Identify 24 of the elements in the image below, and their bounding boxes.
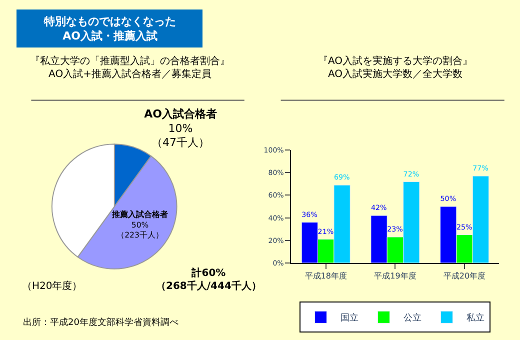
chart-subtitle: AO入試実施大学数／全大学数 xyxy=(328,68,463,80)
x-tick-label: 平成18年度 xyxy=(304,272,347,281)
legend-label: 国立 xyxy=(340,312,359,324)
legend-label: 公立 xyxy=(404,312,422,324)
data-label: 50% xyxy=(440,194,456,204)
data-label: 25% xyxy=(456,222,472,232)
chart-title: 特別なものではなくなった AO入試・推薦入試 xyxy=(43,15,176,42)
text: （H20年度） xyxy=(22,280,82,292)
data-label: 36% xyxy=(302,210,318,219)
slice-label: AO入試合格者 xyxy=(144,108,217,121)
text: 出所：平成20年度文部科学省資料調べ xyxy=(23,317,178,328)
x-tick-label: 平成20年度 xyxy=(443,272,486,281)
legend-label: 私立 xyxy=(466,312,485,324)
x-tick-label: 平成19年度 xyxy=(374,272,416,281)
chart-subtitle: 『私立大学の「推薦型入試」の合格者割合』 AO入試+推薦入試合格者／募集定員 xyxy=(30,55,230,80)
data-label: 42% xyxy=(370,203,387,212)
data-label: 77% xyxy=(472,164,489,173)
data-label: 21% xyxy=(318,226,334,236)
data-label: 69% xyxy=(334,172,350,182)
data-label: 23% xyxy=(387,224,404,234)
chart-title: 『AO入試を実施する大学の割合』 xyxy=(318,55,473,67)
text: 計60% （268千人/444千人） xyxy=(156,267,262,292)
data-label: 10% （47千人） xyxy=(152,122,210,150)
data-label: 72% xyxy=(403,169,420,178)
